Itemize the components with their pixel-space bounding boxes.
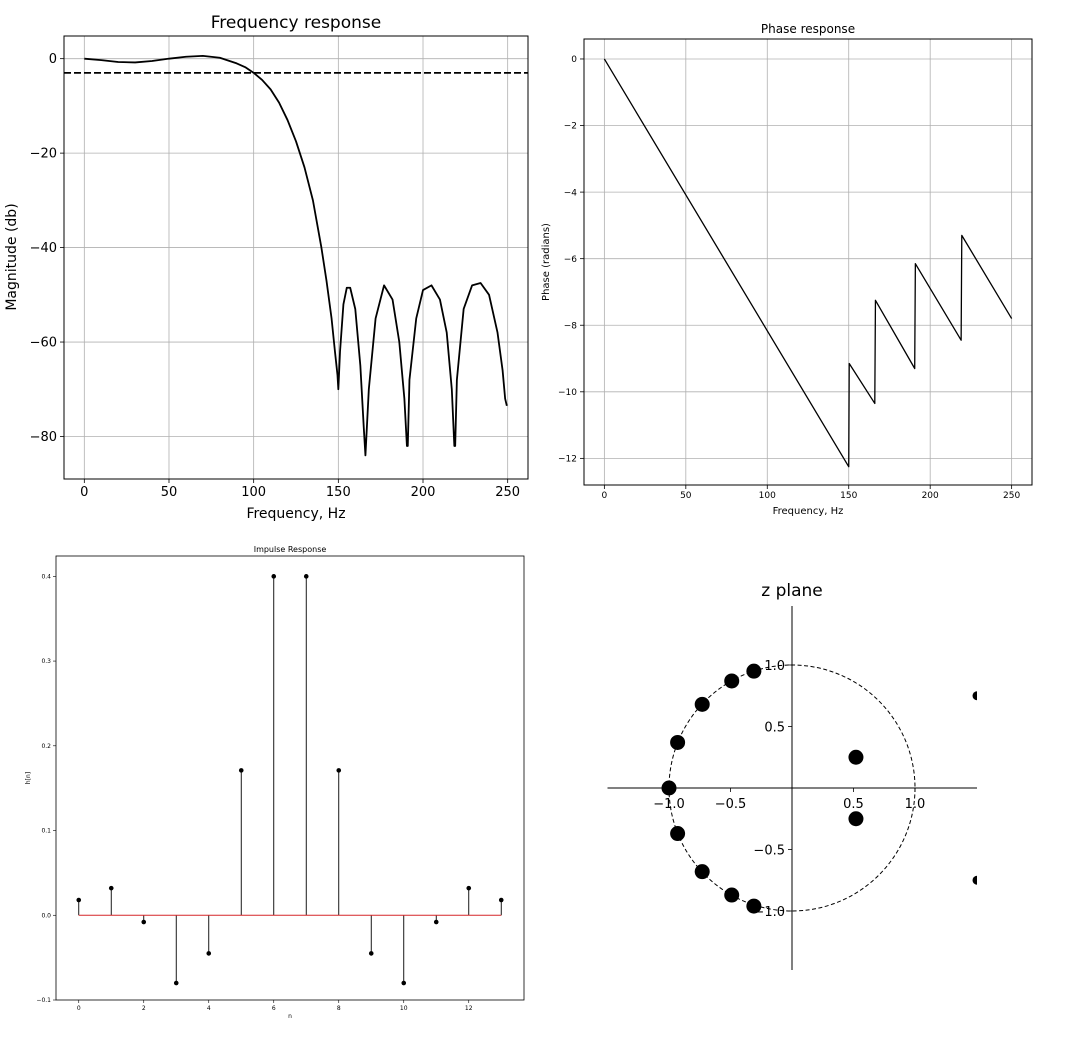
phase-xtick-label: 150	[840, 491, 857, 501]
z-plane-ytick-label: −0.5	[753, 844, 785, 859]
zero-marker	[746, 898, 762, 914]
impulse-xtick-label: 8	[337, 1005, 341, 1012]
frequency-response-title: Frequency response	[211, 13, 381, 33]
stem-marker	[206, 951, 212, 956]
phase-ytick-label: −8	[564, 321, 578, 331]
stem-marker	[76, 897, 82, 903]
impulse-ytick-label: 0.3	[41, 658, 51, 665]
stem-marker	[401, 980, 407, 986]
z-plane-title: z plane	[761, 581, 823, 601]
impulse-xtick-label: 4	[207, 1005, 211, 1012]
phase-xtick-label: 100	[759, 491, 776, 501]
impulse-ytick-label: 0.1	[41, 828, 51, 835]
freq-series-line	[84, 54, 508, 457]
freq-xtick-label: 0	[80, 485, 88, 500]
impulse-xtick-label: 2	[142, 1005, 146, 1012]
zero-marker	[848, 811, 864, 827]
freq-xtick-label: 100	[241, 485, 266, 500]
stem-marker	[141, 919, 147, 925]
freq-ytick-label: −40	[30, 241, 57, 256]
freq-ytick-label: −80	[30, 430, 57, 445]
zero-marker	[694, 696, 710, 712]
stem-marker	[108, 885, 114, 891]
frequency-response-plot-area	[63, 35, 529, 480]
frequency-response-xlabel: Frequency, Hz	[246, 506, 345, 522]
phase-ytick-label: −4	[564, 188, 578, 198]
phase-ytick-label: 0	[571, 55, 577, 65]
impulse-response-plot-area	[55, 555, 525, 1001]
freq-xtick-label: 250	[495, 485, 520, 500]
zero-marker	[670, 826, 686, 842]
impulse-xtick-label: 10	[400, 1005, 408, 1012]
freq-ytick-label: −60	[30, 336, 57, 351]
phase-xtick-label: 0	[601, 491, 607, 501]
impulse-ytick-label: 0.4	[41, 573, 51, 580]
phase-xtick-label: 200	[922, 491, 939, 501]
impulse-xtick-label: 0	[77, 1005, 81, 1012]
frequency-response-ylabel: Magnitude (db)	[4, 203, 20, 310]
phase-response-ylabel: Phase (radians)	[541, 223, 552, 301]
impulse-ytick-label: 0.0	[41, 912, 51, 919]
impulse-ytick-label: −0.1	[36, 997, 51, 1004]
impulse-xtick-label: 6	[272, 1005, 276, 1012]
impulse-xtick-label: 12	[465, 1005, 473, 1012]
zero-marker	[724, 887, 740, 903]
phase-xtick-label: 50	[680, 491, 692, 501]
phase-ytick-label: −12	[558, 455, 577, 465]
zero-marker	[670, 734, 686, 750]
impulse-response-xlabel: n	[288, 1013, 292, 1020]
zero-marker	[661, 780, 677, 796]
phase-response-title: Phase response	[761, 22, 855, 36]
phase-ytick-label: −6	[564, 255, 578, 265]
z-plane-ytick-label: 1.0	[764, 659, 785, 674]
z-plane-ytick-label: −1.0	[753, 905, 785, 920]
phase-ytick-label: −2	[564, 122, 577, 132]
zero-marker	[694, 864, 710, 880]
z-plane-panel: z plane −1.0 −0.5 0.5 1.0 1.0 0.5 −0.5 −1.0	[607, 581, 977, 971]
zero-marker	[848, 749, 864, 765]
z-plane-xtick-label: −1.0	[653, 797, 685, 812]
stem-marker	[433, 919, 439, 925]
freq-ytick-label: −20	[30, 147, 57, 162]
freq-xtick-label: 200	[411, 485, 436, 500]
stem-marker	[271, 574, 277, 579]
clipped-marker	[972, 691, 977, 701]
zero-marker	[746, 663, 762, 679]
stem-marker	[466, 885, 472, 891]
stem-marker	[336, 768, 342, 773]
impulse-response-panel: Impulse Response 0 2 4 6 8 10 12 −0.1 0.0 0.1 0.2 0…	[25, 545, 525, 1020]
freq-ytick-label: 0	[49, 52, 57, 67]
frequency-response-panel: Frequency response 0 50 100 150 200 250 0 −20 −4…	[4, 13, 529, 522]
clipped-marker	[972, 875, 977, 885]
phase-response-plot-area	[583, 38, 1033, 486]
z-plane-xtick-label: 1.0	[905, 797, 926, 812]
freq-xtick-label: 50	[161, 485, 178, 500]
phase-xtick-label: 250	[1003, 491, 1020, 501]
stem-marker	[238, 768, 244, 773]
phase-response-panel: Phase response 0 50 100 150 200 250 0 −2 −4 −6 −8 −…	[541, 22, 1033, 517]
impulse-response-ylabel: h[n]	[25, 772, 32, 784]
z-plane-xtick-label: −0.5	[715, 797, 747, 812]
impulse-response-title: Impulse Response	[254, 545, 327, 554]
phase-series-line	[603, 58, 1013, 468]
stem-marker	[498, 897, 504, 903]
phase-response-xlabel: Frequency, Hz	[773, 506, 844, 517]
z-plane-xtick-label: 0.5	[843, 797, 864, 812]
stem-marker	[173, 980, 179, 986]
stem-marker	[368, 951, 374, 956]
phase-ytick-label: −10	[558, 388, 577, 398]
stem-marker	[303, 574, 309, 579]
impulse-ytick-label: 0.2	[41, 743, 51, 750]
freq-xtick-label: 150	[326, 485, 351, 500]
zero-marker	[724, 673, 740, 689]
z-plane-ytick-label: 0.5	[764, 721, 785, 736]
